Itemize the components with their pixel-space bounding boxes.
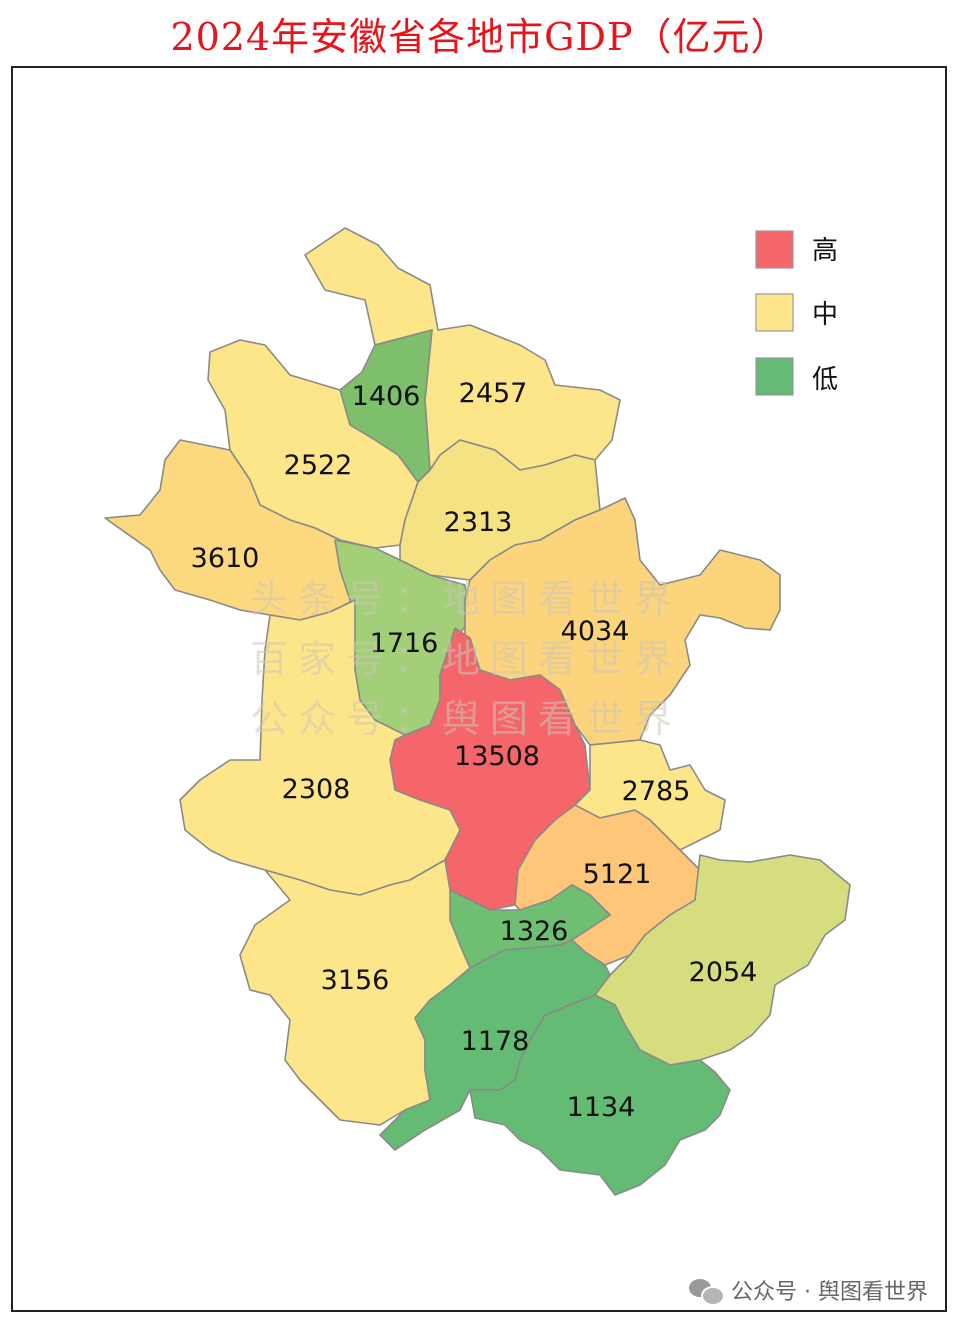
legend-label-mid: 中 (812, 300, 838, 330)
label-wuhu: 5121 (583, 859, 652, 890)
watermark-line-1: 头条号：地图看世界 (250, 577, 682, 621)
legend-swatch-high (755, 230, 794, 269)
label-suzhou: 2457 (459, 378, 528, 409)
label-xuancheng: 2054 (689, 957, 758, 988)
map-frame (11, 66, 947, 1312)
wechat-icon (689, 1277, 726, 1306)
label-chuzhou: 4034 (561, 616, 630, 647)
region-xuancheng[interactable] (594, 854, 851, 1066)
label-bozhou: 2522 (284, 450, 353, 481)
label-tongling: 1326 (500, 916, 569, 947)
footer-text: 公众号 · 舆图看世界 (731, 1280, 928, 1305)
label-anqing: 3156 (321, 965, 390, 996)
label-maanshan: 2785 (622, 776, 691, 807)
watermark-line-2: 百家号：地图看世界 (250, 637, 682, 681)
label-chizhou: 1178 (461, 1026, 530, 1057)
footer: 公众号 · 舆图看世界 (689, 1274, 928, 1306)
region-huangshan[interactable] (469, 994, 731, 1196)
label-huainan: 1716 (370, 628, 439, 659)
legend: 高 中 低 (755, 230, 838, 396)
label-fuyang: 3610 (191, 543, 260, 574)
label-huaibei: 1406 (352, 381, 421, 412)
watermark-line-3: 公众号：舆图看世界 (250, 697, 682, 741)
label-hefei: 13508 (454, 741, 540, 772)
label-bengbu: 2313 (444, 507, 513, 538)
label-huangshan: 1134 (567, 1092, 636, 1123)
label-luan: 2308 (282, 774, 351, 805)
legend-label-high: 高 (812, 236, 838, 266)
legend-swatch-mid (755, 293, 794, 332)
map-title: 2024年安徽省各地市GDP（亿元） (170, 15, 790, 59)
legend-swatch-low (755, 357, 794, 396)
legend-label-low: 低 (812, 365, 838, 395)
